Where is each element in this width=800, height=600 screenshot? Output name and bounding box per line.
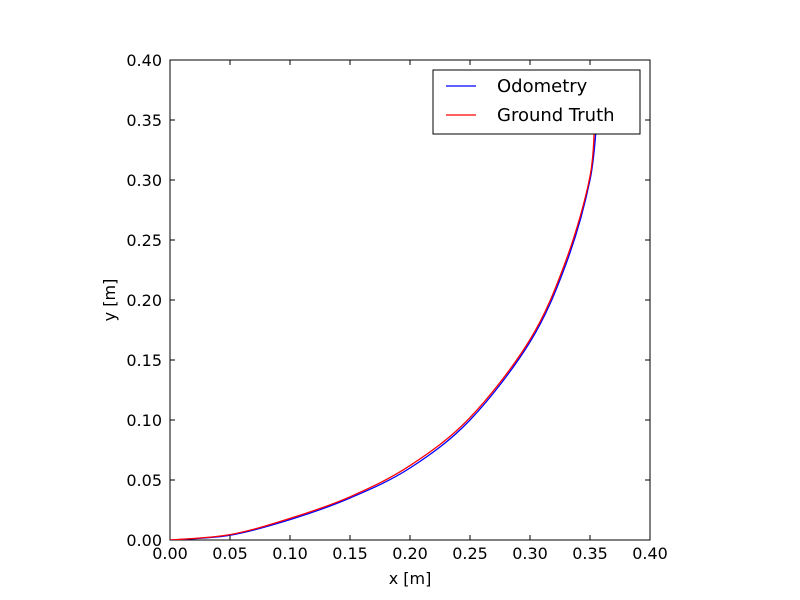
y-tick-label: 0.30 [126, 171, 162, 190]
x-tick-label: 0.30 [512, 544, 548, 563]
legend-label-ground-truth: Ground Truth [497, 105, 615, 126]
y-tick-label: 0.40 [126, 51, 162, 70]
y-tick-label: 0.10 [126, 411, 162, 430]
x-tick-label: 0.15 [332, 544, 368, 563]
x-tick-label: 0.10 [272, 544, 308, 563]
y-tick-label: 0.35 [126, 111, 162, 130]
y-tick-label: 0.00 [126, 531, 162, 550]
x-tick-label: 0.40 [632, 544, 668, 563]
y-tick-label: 0.20 [126, 291, 162, 310]
y-tick-label: 0.15 [126, 351, 162, 370]
y-tick-label: 0.25 [126, 231, 162, 250]
plot-area [169, 59, 651, 541]
legend-label-odometry: Odometry [497, 76, 588, 97]
x-tick-label: 0.05 [212, 544, 248, 563]
series-line-odometry [170, 113, 598, 540]
axis-ticks [169, 59, 651, 541]
y-axis-label: y [m] [100, 279, 119, 322]
x-tick-label: 0.25 [452, 544, 488, 563]
x-axis-label: x [m] [389, 569, 432, 588]
x-tick-label: 0.20 [392, 544, 428, 563]
y-tick-label: 0.05 [126, 471, 162, 490]
x-tick-label: 0.35 [572, 544, 608, 563]
axis-tick-labels: 0.00 0.05 0.10 0.15 0.20 0.25 0.30 0.35 0.40 0.00… [126, 51, 667, 563]
legend-box [432, 69, 641, 135]
legend: Odometry Ground Truth [432, 69, 641, 135]
series-line-ground-truth [170, 113, 596, 540]
series-lines [170, 113, 598, 540]
x-tick-label: 0.00 [152, 544, 188, 563]
